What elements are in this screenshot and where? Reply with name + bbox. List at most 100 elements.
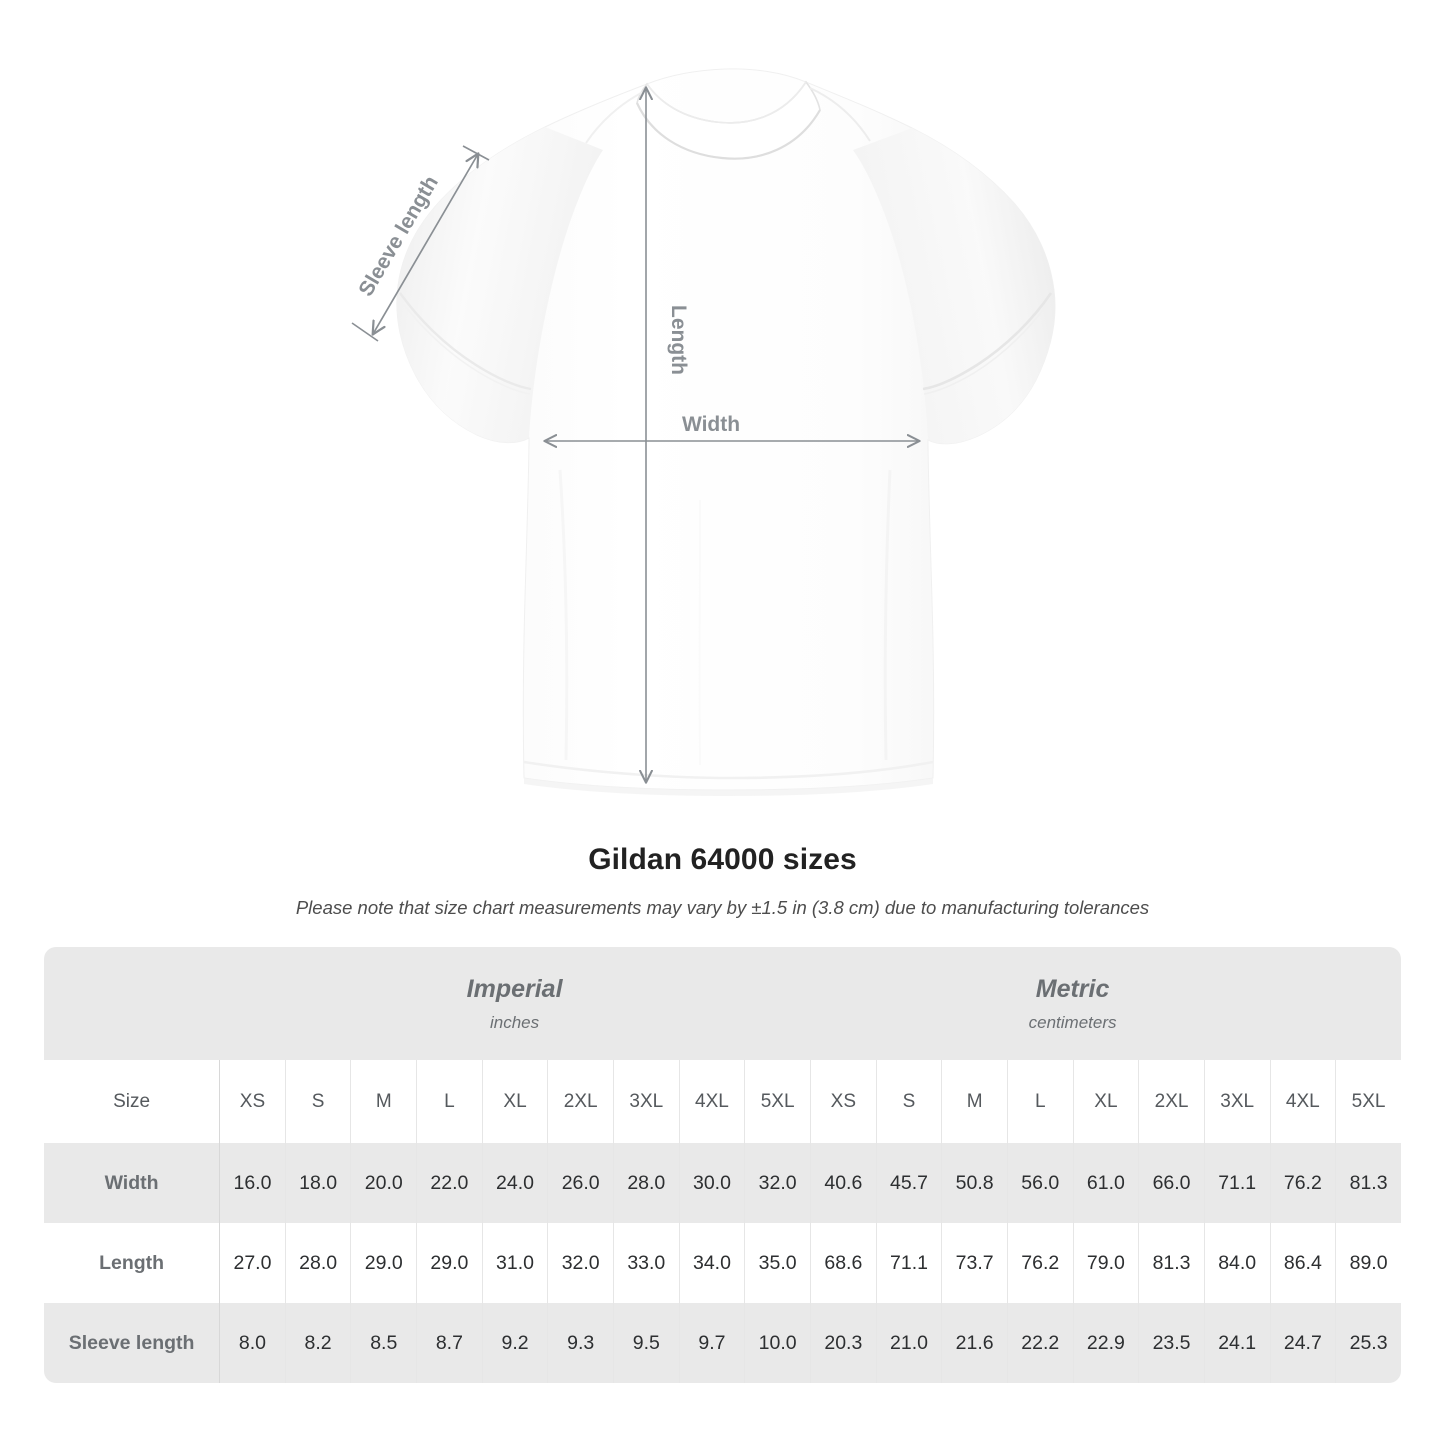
table-row-width: Width 16.0 18.0 20.0 22.0 24.0 26.0 28.0… xyxy=(44,1143,1401,1223)
cell-sleeve-met-xs: 20.3 xyxy=(810,1303,876,1383)
tshirt-svg: Sleeve length Length Width xyxy=(351,68,1056,796)
cell-length-imp-m: 29.0 xyxy=(350,1223,417,1303)
cell-sleeve-met-5xl: 25.3 xyxy=(1335,1303,1401,1383)
cell-length-met-xl: 79.0 xyxy=(1072,1223,1139,1303)
unit-banner-spacer xyxy=(44,947,220,1060)
header-size-met-5xl: 5XL xyxy=(1335,1060,1401,1143)
unit-name-imperial: Imperial xyxy=(466,974,563,1003)
cell-length-imp-2xl: 32.0 xyxy=(547,1223,613,1303)
header-size-met-2xl: 2XL xyxy=(1138,1060,1204,1143)
cell-width-met-l: 56.0 xyxy=(1006,1143,1073,1223)
row-label-width: Width xyxy=(44,1143,220,1223)
cell-length-met-m: 73.7 xyxy=(941,1223,1007,1303)
cell-width-imp-xs: 16.0 xyxy=(219,1143,285,1223)
cell-sleeve-imp-3xl: 9.5 xyxy=(612,1303,679,1383)
cell-length-imp-xl: 31.0 xyxy=(481,1223,548,1303)
cell-length-met-2xl: 81.3 xyxy=(1138,1223,1204,1303)
width-label: Width xyxy=(682,413,740,436)
tshirt-measurement-illustration: Sleeve length Length Width xyxy=(351,68,1056,796)
page-title: Gildan 64000 sizes xyxy=(588,843,857,876)
header-size-label: Size xyxy=(44,1060,220,1143)
cell-width-met-4xl: 76.2 xyxy=(1269,1143,1336,1223)
width-measure: Width xyxy=(545,413,919,441)
cell-width-imp-4xl: 30.0 xyxy=(678,1143,745,1223)
unit-banner-row: Imperial inches Metric centimeters xyxy=(44,947,1401,1060)
cell-width-imp-s: 18.0 xyxy=(284,1143,351,1223)
cell-width-imp-xl: 24.0 xyxy=(481,1143,548,1223)
cell-width-imp-m: 20.0 xyxy=(350,1143,417,1223)
tshirt-graphic xyxy=(396,68,1056,796)
table-row-sleeve-length: Sleeve length 8.0 8.2 8.5 8.7 9.2 9.3 9.… xyxy=(44,1303,1401,1383)
header-size-met-3xl: 3XL xyxy=(1203,1060,1270,1143)
cell-length-met-4xl: 86.4 xyxy=(1269,1223,1336,1303)
cell-sleeve-met-m: 21.6 xyxy=(941,1303,1007,1383)
cell-width-met-xl: 61.0 xyxy=(1072,1143,1139,1223)
cell-sleeve-met-l: 22.2 xyxy=(1006,1303,1073,1383)
cell-length-met-5xl: 89.0 xyxy=(1335,1223,1401,1303)
cell-sleeve-imp-4xl: 9.7 xyxy=(678,1303,745,1383)
cell-length-met-3xl: 84.0 xyxy=(1203,1223,1270,1303)
header-size-imp-xl: XL xyxy=(481,1060,548,1143)
header-size-imp-s: S xyxy=(284,1060,351,1143)
cell-length-imp-3xl: 33.0 xyxy=(612,1223,679,1303)
title-block: Gildan 64000 sizes Please note that size… xyxy=(0,840,1445,920)
table-row-length: Length 27.0 28.0 29.0 29.0 31.0 32.0 33.… xyxy=(44,1223,1401,1303)
header-size-met-m: M xyxy=(941,1060,1007,1143)
cell-sleeve-met-2xl: 23.5 xyxy=(1138,1303,1204,1383)
cell-length-imp-l: 29.0 xyxy=(416,1223,482,1303)
cell-length-imp-xs: 27.0 xyxy=(219,1223,285,1303)
cell-sleeve-met-4xl: 24.7 xyxy=(1269,1303,1336,1383)
cell-sleeve-imp-xs: 8.0 xyxy=(219,1303,285,1383)
cell-sleeve-imp-m: 8.5 xyxy=(350,1303,417,1383)
cell-width-met-xs: 40.6 xyxy=(810,1143,876,1223)
cell-sleeve-imp-l: 8.7 xyxy=(416,1303,482,1383)
tolerance-note: Please note that size chart measurements… xyxy=(295,897,1150,918)
unit-group-imperial: Imperial inches xyxy=(219,947,811,1060)
cell-width-imp-l: 22.0 xyxy=(416,1143,482,1223)
unit-sub-metric: centimeters xyxy=(1028,1012,1117,1032)
cell-sleeve-imp-5xl: 10.0 xyxy=(744,1303,811,1383)
cell-width-imp-5xl: 32.0 xyxy=(744,1143,811,1223)
cell-length-met-l: 76.2 xyxy=(1006,1223,1073,1303)
cell-length-imp-s: 28.0 xyxy=(284,1223,351,1303)
cell-width-imp-3xl: 28.0 xyxy=(612,1143,679,1223)
header-size-met-4xl: 4XL xyxy=(1269,1060,1336,1143)
cell-length-met-s: 71.1 xyxy=(875,1223,942,1303)
unit-sub-imperial: inches xyxy=(490,1012,540,1032)
cell-sleeve-imp-2xl: 9.3 xyxy=(547,1303,613,1383)
header-size-met-xl: XL xyxy=(1072,1060,1139,1143)
header-size-met-l: L xyxy=(1006,1060,1073,1143)
size-header-row: Size XS S M L XL 2XL 3XL 4XL 5XL XS S M … xyxy=(44,1060,1401,1143)
cell-sleeve-imp-s: 8.2 xyxy=(284,1303,351,1383)
row-label-sleeve-length: Sleeve length xyxy=(44,1303,220,1383)
cell-width-met-3xl: 71.1 xyxy=(1203,1143,1270,1223)
cell-width-met-s: 45.7 xyxy=(875,1143,942,1223)
header-size-imp-3xl: 3XL xyxy=(612,1060,679,1143)
unit-name-metric: Metric xyxy=(1035,974,1110,1003)
row-label-length: Length xyxy=(44,1223,220,1303)
header-size-met-s: S xyxy=(875,1060,942,1143)
cell-length-met-xs: 68.6 xyxy=(810,1223,876,1303)
cell-sleeve-met-xl: 22.9 xyxy=(1072,1303,1139,1383)
cell-length-imp-5xl: 35.0 xyxy=(744,1223,811,1303)
header-size-imp-m: M xyxy=(350,1060,417,1143)
cell-sleeve-met-3xl: 24.1 xyxy=(1203,1303,1270,1383)
size-chart-container: Imperial inches Metric centimeters Size … xyxy=(44,947,1401,1383)
cell-width-imp-2xl: 26.0 xyxy=(547,1143,613,1223)
header-size-imp-5xl: 5XL xyxy=(744,1060,811,1143)
cell-width-met-2xl: 66.0 xyxy=(1138,1143,1204,1223)
size-chart-table: Imperial inches Metric centimeters Size … xyxy=(44,947,1401,1383)
header-size-imp-2xl: 2XL xyxy=(547,1060,613,1143)
header-size-imp-xs: XS xyxy=(219,1060,285,1143)
length-label: Length xyxy=(667,305,690,375)
cell-sleeve-met-s: 21.0 xyxy=(875,1303,942,1383)
cell-width-met-5xl: 81.3 xyxy=(1335,1143,1401,1223)
header-size-met-xs: XS xyxy=(810,1060,876,1143)
cell-width-met-m: 50.8 xyxy=(941,1143,1007,1223)
cell-sleeve-imp-xl: 9.2 xyxy=(481,1303,548,1383)
cell-length-imp-4xl: 34.0 xyxy=(678,1223,745,1303)
header-size-imp-l: L xyxy=(416,1060,482,1143)
header-size-imp-4xl: 4XL xyxy=(678,1060,745,1143)
unit-banner-spacer-right xyxy=(1335,947,1401,1060)
unit-group-metric: Metric centimeters xyxy=(810,947,1336,1060)
